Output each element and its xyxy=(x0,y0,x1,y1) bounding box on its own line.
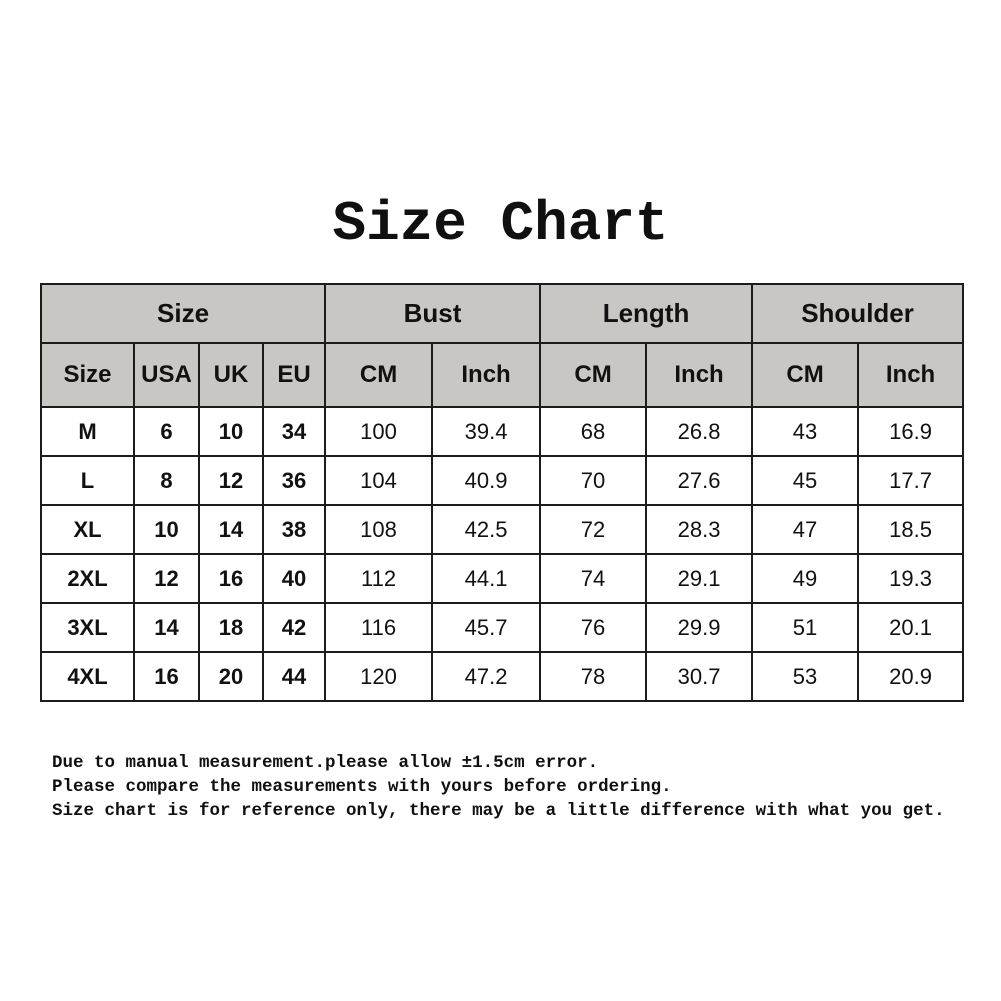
group-header-length: Length xyxy=(539,283,754,344)
cell-eu: 42 xyxy=(261,602,327,653)
column-header-shoulder-inch: Inch xyxy=(857,342,965,408)
cell-uk: 16 xyxy=(198,553,264,604)
measurement-notes: Due to manual measurement.please allow ±… xyxy=(52,752,945,823)
table-row-l: L 8 12 36 104 40.9 70 27.6 45 17.7 xyxy=(40,455,965,506)
cell-length-inch: 29.9 xyxy=(645,602,754,653)
note-line-3: Size chart is for reference only, there … xyxy=(52,800,945,821)
cell-uk: 20 xyxy=(198,651,264,702)
cell-bust-cm: 120 xyxy=(324,651,434,702)
cell-usa: 12 xyxy=(133,553,200,604)
cell-size: L xyxy=(40,455,135,506)
cell-eu: 34 xyxy=(261,406,327,457)
cell-size: M xyxy=(40,406,135,457)
column-header-shoulder-cm: CM xyxy=(751,342,860,408)
cell-length-inch: 29.1 xyxy=(645,553,754,604)
cell-length-cm: 76 xyxy=(539,602,648,653)
cell-usa: 8 xyxy=(133,455,200,506)
column-header-length-cm: CM xyxy=(539,342,648,408)
column-header-uk: UK xyxy=(198,342,264,408)
cell-bust-cm: 100 xyxy=(324,406,434,457)
cell-shoulder-cm: 45 xyxy=(751,455,860,506)
cell-uk: 12 xyxy=(198,455,264,506)
table-row-3xl: 3XL 14 18 42 116 45.7 76 29.9 51 20.1 xyxy=(40,602,965,653)
page-title: Size Chart xyxy=(332,192,669,256)
cell-shoulder-inch: 20.1 xyxy=(857,602,965,653)
cell-bust-cm: 116 xyxy=(324,602,434,653)
cell-length-inch: 26.8 xyxy=(645,406,754,457)
cell-uk: 10 xyxy=(198,406,264,457)
table-row-m: M 6 10 34 100 39.4 68 26.8 43 16.9 xyxy=(40,406,965,457)
group-header-bust: Bust xyxy=(324,283,542,344)
cell-usa: 10 xyxy=(133,504,200,555)
cell-size: 2XL xyxy=(40,553,135,604)
cell-shoulder-cm: 43 xyxy=(751,406,860,457)
cell-shoulder-cm: 53 xyxy=(751,651,860,702)
cell-shoulder-cm: 51 xyxy=(751,602,860,653)
group-header-size: Size xyxy=(39,283,327,344)
cell-size: 4XL xyxy=(40,651,135,702)
cell-size: 3XL xyxy=(40,602,135,653)
cell-shoulder-cm: 49 xyxy=(751,553,860,604)
cell-bust-inch: 44.1 xyxy=(431,553,542,604)
cell-shoulder-inch: 17.7 xyxy=(857,455,965,506)
cell-bust-inch: 39.4 xyxy=(431,406,542,457)
note-line-1: Due to manual measurement.please allow ±… xyxy=(52,753,599,773)
cell-bust-cm: 104 xyxy=(324,455,434,506)
cell-length-cm: 68 xyxy=(539,406,648,457)
cell-length-inch: 27.6 xyxy=(645,455,754,506)
cell-shoulder-inch: 16.9 xyxy=(857,406,965,457)
cell-length-cm: 78 xyxy=(539,651,648,702)
cell-shoulder-inch: 18.5 xyxy=(857,504,965,555)
column-header-usa: USA xyxy=(133,342,200,408)
cell-usa: 6 xyxy=(133,406,200,457)
cell-size: XL xyxy=(40,504,135,555)
cell-length-cm: 74 xyxy=(539,553,648,604)
column-header-length-inch: Inch xyxy=(645,342,754,408)
cell-shoulder-inch: 20.9 xyxy=(857,651,965,702)
cell-shoulder-cm: 47 xyxy=(751,504,860,555)
group-header-row: Size Bust Length Shoulder xyxy=(39,283,965,344)
cell-eu: 36 xyxy=(261,455,327,506)
column-header-bust-inch: Inch xyxy=(431,342,542,408)
cell-eu: 40 xyxy=(261,553,327,604)
cell-bust-inch: 47.2 xyxy=(431,651,542,702)
column-header-size: Size xyxy=(40,342,135,408)
cell-bust-cm: 112 xyxy=(324,553,434,604)
cell-length-inch: 30.7 xyxy=(645,651,754,702)
cell-bust-cm: 108 xyxy=(324,504,434,555)
cell-length-inch: 28.3 xyxy=(645,504,754,555)
cell-length-cm: 72 xyxy=(539,504,648,555)
cell-length-cm: 70 xyxy=(539,455,648,506)
cell-uk: 14 xyxy=(198,504,264,555)
column-header-row: Size USA UK EU CM Inch CM Inch CM Inch xyxy=(40,342,965,408)
cell-eu: 44 xyxy=(261,651,327,702)
cell-shoulder-inch: 19.3 xyxy=(857,553,965,604)
table-row-2xl: 2XL 12 16 40 112 44.1 74 29.1 49 19.3 xyxy=(40,553,965,604)
table-row-xl: XL 10 14 38 108 42.5 72 28.3 47 18.5 xyxy=(40,504,965,555)
cell-bust-inch: 42.5 xyxy=(431,504,542,555)
column-header-bust-cm: CM xyxy=(324,342,434,408)
cell-usa: 14 xyxy=(133,602,200,653)
cell-eu: 38 xyxy=(261,504,327,555)
table-row-4xl: 4XL 16 20 44 120 47.2 78 30.7 53 20.9 xyxy=(40,651,965,702)
cell-bust-inch: 45.7 xyxy=(431,602,542,653)
group-header-shoulder: Shoulder xyxy=(751,283,965,344)
size-chart-table: Size Bust Length Shoulder Size USA UK EU… xyxy=(39,283,965,702)
column-header-eu: EU xyxy=(261,342,327,408)
note-line-2: Please compare the measurements with you… xyxy=(52,776,672,797)
cell-usa: 16 xyxy=(133,651,200,702)
cell-uk: 18 xyxy=(198,602,264,653)
cell-bust-inch: 40.9 xyxy=(431,455,542,506)
